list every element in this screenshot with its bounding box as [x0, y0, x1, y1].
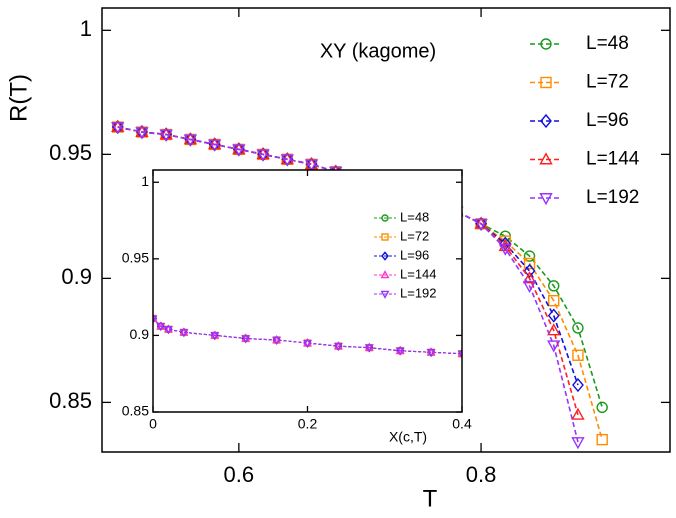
- marker: [523, 257, 536, 270]
- inset-background: [153, 170, 462, 412]
- legend-marker: [381, 214, 389, 222]
- annotation: XY (kagome): [320, 40, 436, 62]
- marker: [522, 280, 537, 294]
- x-tick-label: 0.6: [224, 462, 255, 487]
- marker: [547, 340, 561, 353]
- y-tick-label: 0.85: [49, 388, 92, 413]
- x-tick-label: 0: [149, 416, 157, 432]
- marker: [571, 407, 585, 420]
- marker: [232, 144, 246, 157]
- legend-marker: [381, 233, 389, 241]
- marker: [210, 332, 220, 341]
- legend-label: L=72: [400, 228, 429, 243]
- marker: [241, 335, 251, 344]
- marker: [498, 238, 512, 252]
- marker: [499, 236, 512, 251]
- marker: [183, 132, 198, 145]
- marker: [498, 243, 512, 256]
- y-tick-label: 0.95: [49, 140, 92, 165]
- x-tick-label: 0.2: [298, 416, 318, 432]
- marker: [159, 129, 173, 142]
- legend-marker: [539, 193, 553, 206]
- legend-label: L=192: [400, 285, 437, 300]
- marker: [426, 349, 436, 358]
- y-tick-label: 0.95: [122, 250, 149, 266]
- legend-marker: [381, 251, 389, 261]
- marker: [572, 322, 584, 334]
- marker: [364, 344, 374, 353]
- y-tick-label: 1: [141, 173, 149, 189]
- marker: [111, 122, 125, 135]
- marker: [272, 336, 282, 345]
- marker: [135, 127, 149, 140]
- legend-marker: [380, 290, 390, 299]
- y-tick-label: 0.9: [61, 264, 92, 289]
- marker: [163, 326, 173, 335]
- y-tick-label: 0.85: [122, 403, 149, 419]
- legend-label: L=192: [586, 187, 639, 208]
- marker: [256, 149, 270, 162]
- legend-marker: [539, 152, 553, 165]
- marker: [547, 308, 560, 323]
- marker: [571, 437, 585, 450]
- legend-marker: [380, 270, 390, 279]
- legend-marker: [540, 76, 552, 89]
- legend-marker: [540, 38, 552, 50]
- marker: [596, 433, 608, 446]
- marker: [474, 216, 488, 229]
- legend-label: L=96: [400, 247, 429, 262]
- marker: [135, 124, 149, 137]
- x-tick-label: 0.4: [452, 416, 472, 432]
- marker: [572, 377, 584, 393]
- marker: [474, 218, 488, 232]
- plot-area: [153, 313, 462, 359]
- y-axis-label: R(T): [5, 74, 32, 122]
- legend-label: L=144: [586, 149, 640, 170]
- marker: [457, 350, 462, 359]
- marker: [156, 322, 166, 332]
- marker: [523, 263, 536, 279]
- marker: [548, 294, 560, 307]
- marker: [304, 159, 319, 172]
- marker: [522, 271, 537, 284]
- marker: [153, 315, 158, 324]
- legend-label: L=144: [400, 266, 437, 281]
- legend-label: L=48: [400, 209, 429, 224]
- y-tick-label: 0.9: [130, 326, 150, 342]
- marker: [596, 401, 608, 414]
- marker: [303, 339, 312, 348]
- x-axis-label: T: [423, 485, 438, 512]
- plot-frame: [101, 7, 671, 453]
- series-line: [153, 318, 462, 355]
- x-axis-label: X(c,T): [389, 429, 427, 445]
- y-tick-label: 1: [80, 16, 92, 41]
- marker: [572, 349, 584, 361]
- marker: [548, 280, 560, 292]
- marker: [111, 119, 125, 133]
- marker: [280, 154, 294, 167]
- marker: [207, 139, 222, 152]
- legend-marker: [540, 113, 552, 129]
- legend-label: L=96: [586, 110, 629, 131]
- marker: [523, 250, 536, 262]
- x-tick-label: 0.8: [466, 462, 497, 487]
- marker: [547, 323, 561, 336]
- marker: [183, 134, 198, 147]
- marker: [207, 137, 222, 150]
- marker: [159, 127, 173, 140]
- marker: [395, 347, 405, 356]
- marker: [179, 329, 189, 338]
- legend-label: L=72: [586, 72, 629, 93]
- marker: [333, 342, 343, 352]
- legend-label: L=48: [586, 33, 629, 54]
